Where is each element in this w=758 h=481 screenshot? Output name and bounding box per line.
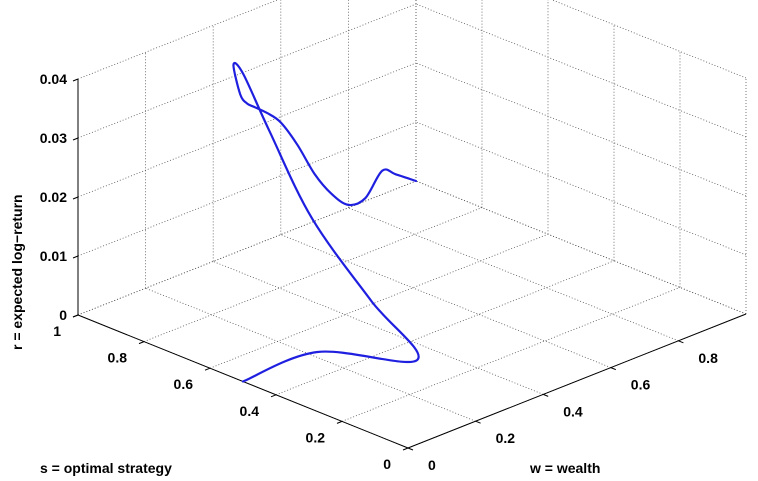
- z-tick-mark: [72, 196, 79, 200]
- x-tick-mark: [407, 447, 414, 451]
- curve-group: [232, 61, 420, 383]
- back-wall-grid-line: [77, 0, 279, 80]
- x-tick-label: 0.2: [496, 430, 516, 446]
- floor-grid-line: [209, 233, 549, 369]
- x-tick-mark: [543, 393, 549, 397]
- x-tick-mark: [610, 367, 616, 371]
- x-tick-label: 0: [428, 457, 436, 473]
- floor-grid-line: [213, 261, 544, 395]
- z-axis-label: r = expected log−return: [9, 194, 25, 350]
- tick-labels: 00.20.40.60.800.20.40.60.8100.010.020.03…: [40, 71, 718, 473]
- side-wall-grid-line: [415, 62, 747, 197]
- side-wall-grid-line: [551, 0, 747, 79]
- y-tick-label: 0.2: [306, 429, 326, 445]
- y-tick-mark: [138, 341, 145, 345]
- z-tick-mark: [72, 78, 79, 82]
- back-wall-grid-line: [77, 62, 417, 198]
- y-tick-label: 0.6: [174, 376, 194, 392]
- z-tick-mark: [72, 255, 79, 259]
- grid-lines: [77, 0, 747, 449]
- y-tick-label: 0.4: [240, 403, 260, 419]
- x-axis-line: [407, 313, 747, 449]
- y-tick-label: 0.8: [108, 350, 128, 366]
- y-tick-label: 0: [383, 456, 391, 472]
- y-tick-mark: [336, 420, 343, 424]
- floor-grid-line: [145, 287, 476, 422]
- x-tick-label: 0.4: [563, 403, 583, 419]
- z-tick-label: 0.03: [40, 130, 67, 146]
- z-tick-label: 0: [59, 307, 67, 323]
- y-tick-label: 1: [53, 323, 61, 339]
- z-tick-mark: [72, 314, 79, 318]
- z-tick-label: 0.02: [40, 189, 67, 205]
- y-tick-mark: [204, 367, 211, 371]
- y-tick-mark: [270, 394, 277, 398]
- z-tick-label: 0.01: [40, 248, 67, 264]
- side-wall-grid-line: [415, 180, 747, 315]
- x-tick-mark: [678, 340, 684, 344]
- floor-grid-line: [275, 260, 615, 396]
- floor-grid-line: [341, 287, 681, 422]
- x-tick-mark: [475, 420, 481, 424]
- back-wall-grid-line: [77, 121, 417, 257]
- series-line: [232, 61, 420, 383]
- floor-grid-line: [143, 207, 483, 342]
- x-tick-label: 0.6: [631, 377, 651, 393]
- z-tick-mark: [72, 137, 79, 141]
- side-wall-grid-line: [415, 3, 747, 138]
- x-tick-label: 0.8: [698, 350, 718, 366]
- back-wall-grid-line: [77, 3, 417, 139]
- y-tick-mark: [402, 447, 409, 451]
- floor-grid-line: [280, 234, 611, 368]
- x-axis-label: w = wealth: [529, 460, 600, 476]
- y-axis-label: s = optimal strategy: [40, 460, 172, 476]
- back-wall-grid-line: [77, 180, 417, 316]
- side-wall-grid-line: [415, 121, 747, 256]
- z-tick-label: 0.04: [40, 71, 67, 87]
- floor-grid-line: [348, 207, 679, 342]
